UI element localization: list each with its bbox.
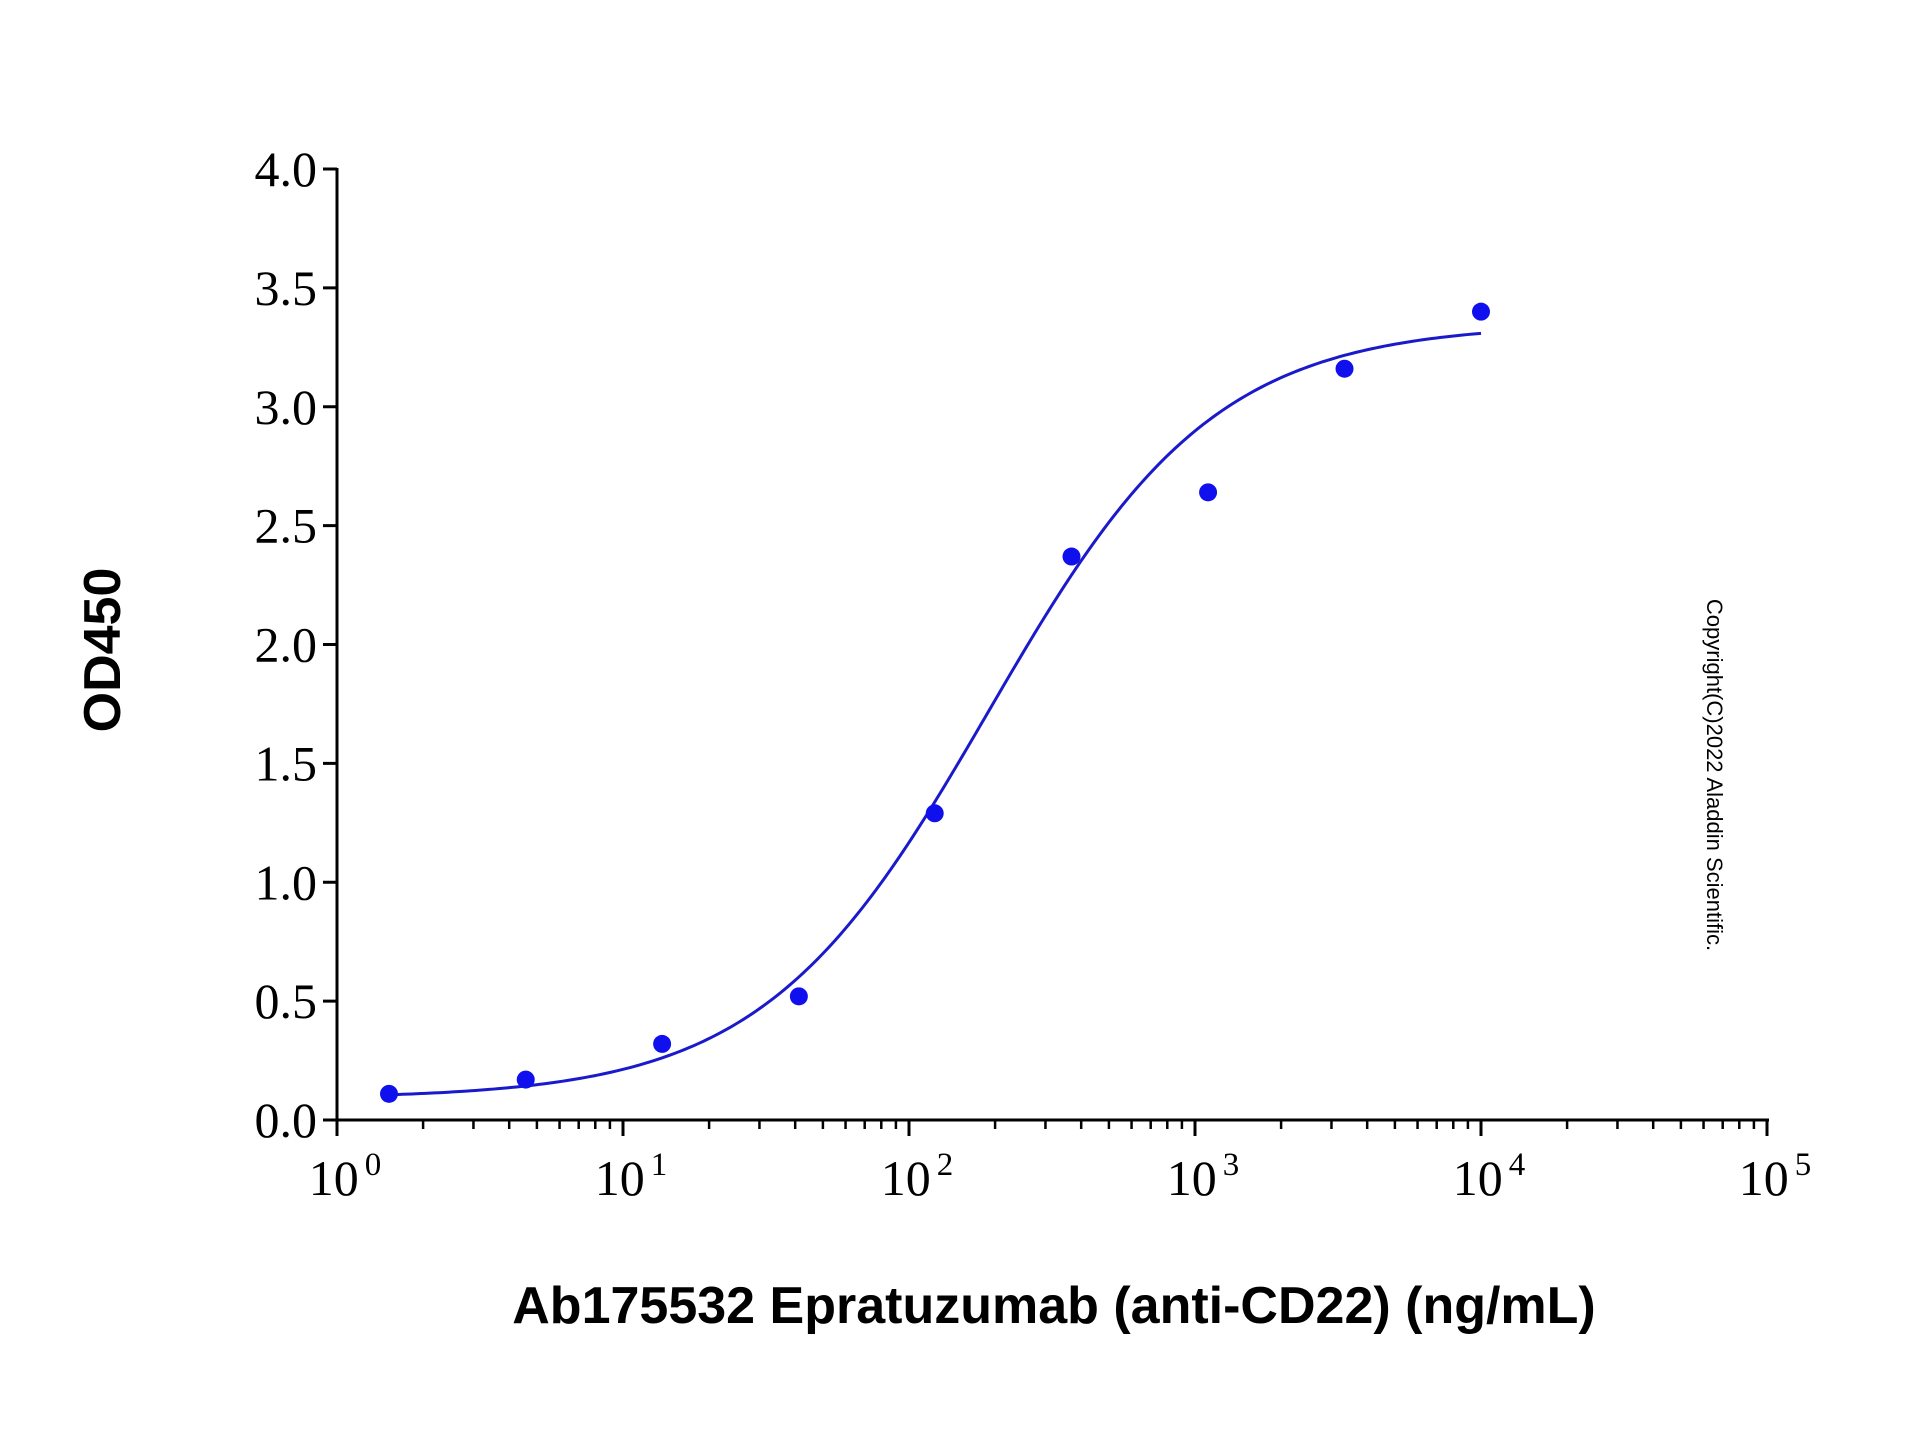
y-tick-label: 1.5 xyxy=(255,735,318,791)
y-tick-label: 0.5 xyxy=(255,973,318,1029)
y-tick-label: 3.0 xyxy=(255,379,318,435)
data-point xyxy=(1335,359,1354,378)
x-tick-exponent: 3 xyxy=(1223,1147,1240,1183)
x-tick-label: 10 2 xyxy=(881,1147,954,1206)
data-point xyxy=(653,1034,672,1053)
y-tick-label: 4.0 xyxy=(255,141,318,197)
y-axis-title: OD450 xyxy=(74,568,132,733)
x-tick-base: 10 xyxy=(595,1150,645,1206)
x-tick-label: 10 4 xyxy=(1453,1147,1526,1206)
fit-curve xyxy=(388,331,1482,1097)
x-tick-base: 10 xyxy=(1167,1150,1217,1206)
data-point xyxy=(1199,483,1218,502)
data-points xyxy=(380,302,1490,1103)
x-tick-base: 10 xyxy=(1739,1150,1789,1206)
y-tick-label: 2.5 xyxy=(255,498,318,554)
x-tick-label: 10 3 xyxy=(1167,1147,1240,1206)
y-tick-label: 3.5 xyxy=(255,260,318,316)
y-tick-label: 0.0 xyxy=(255,1092,318,1148)
x-tick-exponent: 2 xyxy=(937,1147,954,1183)
x-tick-base: 10 xyxy=(1453,1150,1503,1206)
x-tick-label: 10 0 xyxy=(309,1147,382,1206)
x-tick-label: 10 1 xyxy=(595,1147,668,1206)
x-tick-exponent: 1 xyxy=(651,1147,668,1183)
x-tick-exponent: 0 xyxy=(365,1147,382,1183)
x-tick-label: 10 5 xyxy=(1739,1147,1812,1206)
y-tick-label: 2.0 xyxy=(255,617,318,673)
x-tick-base: 10 xyxy=(881,1150,931,1206)
x-axis xyxy=(335,1118,1769,1136)
data-point xyxy=(1472,302,1490,321)
data-point xyxy=(380,1084,399,1103)
data-point xyxy=(516,1070,535,1089)
y-tick-labels: 0.0 0.5 1.0 1.5 2.0 2.5 3.0 3.5 4.0 xyxy=(255,141,318,1148)
x-tick-labels: 10 0 10 1 10 2 10 3 10 4 10 5 xyxy=(309,1147,1812,1206)
copyright-note: Copyright(C)2022 Aladdin Scientific. xyxy=(1702,599,1727,951)
x-tick-exponent: 5 xyxy=(1795,1147,1812,1183)
data-point xyxy=(789,987,808,1006)
data-point xyxy=(925,804,944,823)
y-tick-label: 1.0 xyxy=(255,854,318,910)
x-axis-title: Ab175532 Epratuzumab (anti-CD22) (ng/mL) xyxy=(512,1277,1596,1335)
data-point xyxy=(1062,547,1081,566)
x-tick-base: 10 xyxy=(309,1150,359,1206)
y-axis xyxy=(323,167,339,1122)
x-tick-exponent: 4 xyxy=(1509,1147,1526,1183)
